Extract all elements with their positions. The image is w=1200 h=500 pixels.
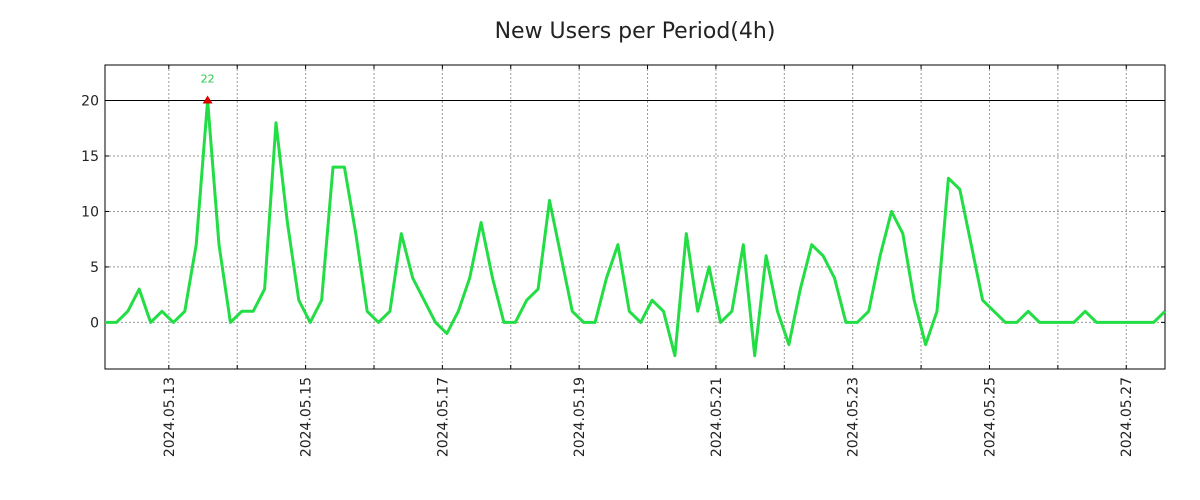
series-line: [105, 99, 1167, 358]
x-tick-label: 2024.05.15: [299, 377, 315, 457]
peak-marker: [202, 95, 213, 104]
y-tick-label: 10: [81, 204, 99, 220]
y-tick-label: 20: [81, 94, 99, 110]
y-axis: 0 5 10 15 20: [81, 94, 1165, 331]
peak-label: 22: [201, 73, 215, 86]
x-axis: 2024.05.13 2024.05.15 2024.05.17 2024.05.19…: [162, 65, 1135, 457]
x-tick-label: 2024.05.13: [162, 377, 178, 457]
x-tick-label: 2024.05.17: [435, 377, 451, 457]
plot-area-frame: [104, 64, 1166, 370]
y-tick-label: 15: [81, 149, 99, 165]
y-tick-label: 5: [90, 260, 99, 276]
series-group: [105, 99, 1167, 358]
chart-title: New Users per Period(4h): [495, 19, 776, 44]
y-tick-label: 0: [90, 315, 99, 331]
x-tick-label: 2024.05.19: [572, 377, 588, 457]
peak-annotation: 22: [201, 73, 215, 104]
x-tick-label: 2024.05.23: [846, 377, 862, 457]
x-tick-label: 2024.05.25: [982, 377, 998, 457]
x-tick-label: 2024.05.21: [709, 377, 725, 457]
x-tick-label: 2024.05.27: [1119, 377, 1135, 457]
